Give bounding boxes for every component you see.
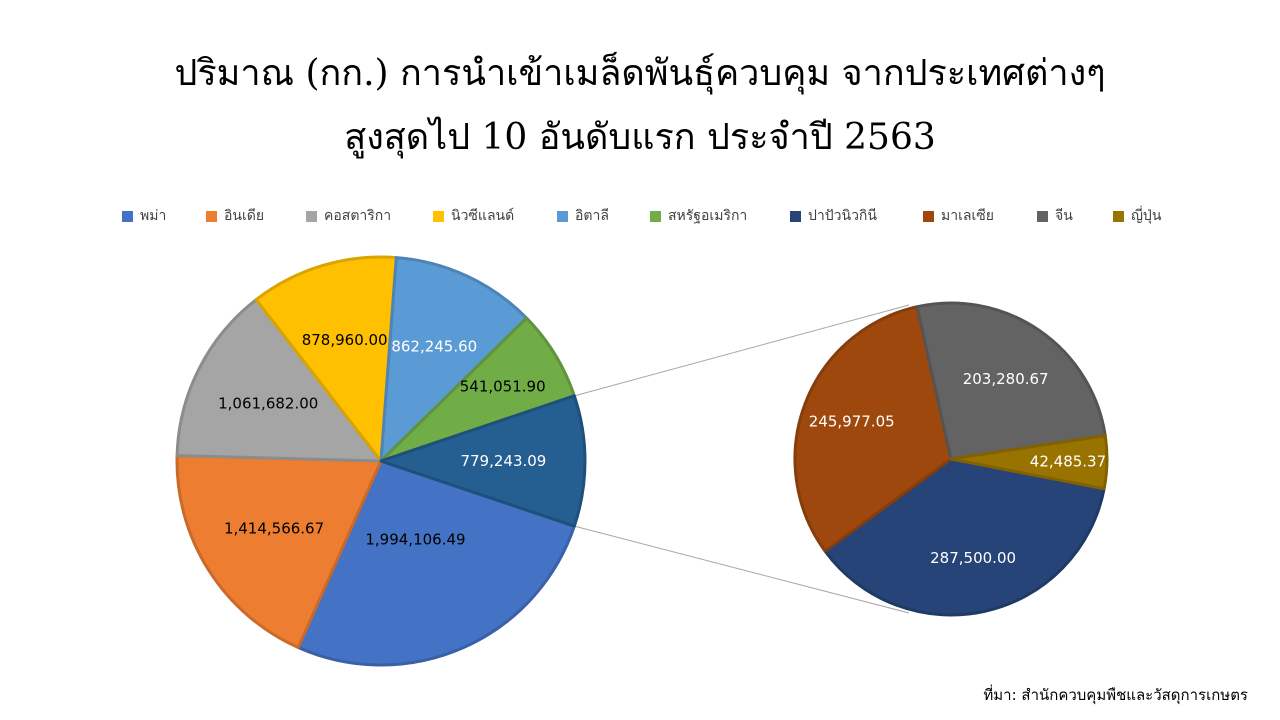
legend-swatch (790, 210, 801, 222)
legend-swatch (1037, 210, 1048, 222)
legend-swatch (923, 210, 934, 222)
pie-slice-secondary-1 (823, 457, 1106, 617)
legend-item-3: คอสตาริกา (306, 205, 391, 227)
pie-slice-secondary-4 (949, 434, 1109, 491)
legend-swatch (557, 210, 568, 222)
legend-item-9: จีน (1037, 205, 1073, 227)
legend-label: ปาปัวนิวกินี (808, 208, 877, 224)
legend-item-4: นิวซีแลนด์ (433, 205, 514, 227)
legend-item-2: อินเดีย (206, 205, 264, 227)
legend-label: สหรัฐอเมริกา (668, 208, 748, 224)
legend-item-1: พม่า (122, 205, 166, 227)
legend-label: จีน (1055, 208, 1073, 224)
legend-label: อิตาลี (575, 208, 609, 224)
legend-item-10: ญี่ปุ่น (1113, 205, 1161, 227)
legend-item-8: มาเลเซีย (923, 205, 994, 227)
legend-swatch (433, 210, 444, 222)
chart-legend: พม่า อินเดีย คอสตาริกา นิวซีแลนด์ อิตาลี สหรั… (0, 205, 1280, 229)
data-label-main-1: 1,994,106.49 (365, 530, 465, 548)
source-note: ที่มา: สำนักควบคุมพืชและวัสดุการเกษตร (983, 686, 1248, 704)
connector-line-bottom (574, 525, 910, 614)
data-label-secondary-1: 287,500.00 (930, 549, 1016, 567)
data-label-secondary-2: 245,977.05 (809, 413, 895, 431)
data-label-main-3: 1,061,682.00 (218, 395, 318, 413)
pie-slice-other (379, 394, 587, 528)
legend-label: คอสตาริกา (324, 208, 392, 224)
pie-slice-secondary-3 (915, 301, 1107, 461)
pie-slice-main-2 (175, 453, 383, 649)
data-label-main-6: 541,051.90 (460, 377, 546, 395)
legend-swatch (306, 210, 317, 222)
chart-title-line-2: สูงสุดไป 10 อันดับแรก ประจำปี 2563 (344, 117, 936, 158)
pie-slice-secondary-2 (793, 305, 953, 553)
legend-label: นิวซีแลนด์ (451, 208, 515, 224)
data-label-secondary-3: 203,280.67 (963, 370, 1049, 388)
legend-item-7: ปาปัวนิวกินี (790, 205, 877, 227)
data-label-main-4: 878,960.00 (302, 331, 388, 349)
data-label-main-2: 1,414,566.67 (224, 520, 324, 538)
data-label-main-5: 862,245.60 (391, 337, 477, 355)
legend-label: ญี่ปุ่น (1131, 208, 1162, 224)
data-label-other: 779,243.09 (460, 452, 546, 470)
legend-swatch (122, 210, 133, 222)
legend-item-5: อิตาลี (557, 205, 609, 227)
legend-swatch (650, 210, 661, 222)
legend-label: อินเดีย (224, 208, 265, 224)
pie-slice-main-1 (296, 459, 576, 667)
data-label-secondary-4: 42,485.37 (1030, 452, 1106, 470)
legend-item-6: สหรัฐอเมริกา (650, 205, 747, 227)
connector-line-top (574, 304, 910, 397)
legend-swatch (1113, 210, 1124, 222)
pie-slice-main-5 (379, 256, 529, 463)
chart-title-line-1: ปริมาณ (กก.) การนำเข้าเมล็ดพันธุ์ควบคุม … (174, 53, 1106, 94)
legend-label: พม่า (140, 208, 167, 224)
legend-swatch (206, 210, 217, 222)
legend-label: มาเลเซีย (941, 208, 994, 224)
pie-slice-main-4 (254, 255, 398, 463)
pie-slice-main-3 (175, 298, 383, 463)
